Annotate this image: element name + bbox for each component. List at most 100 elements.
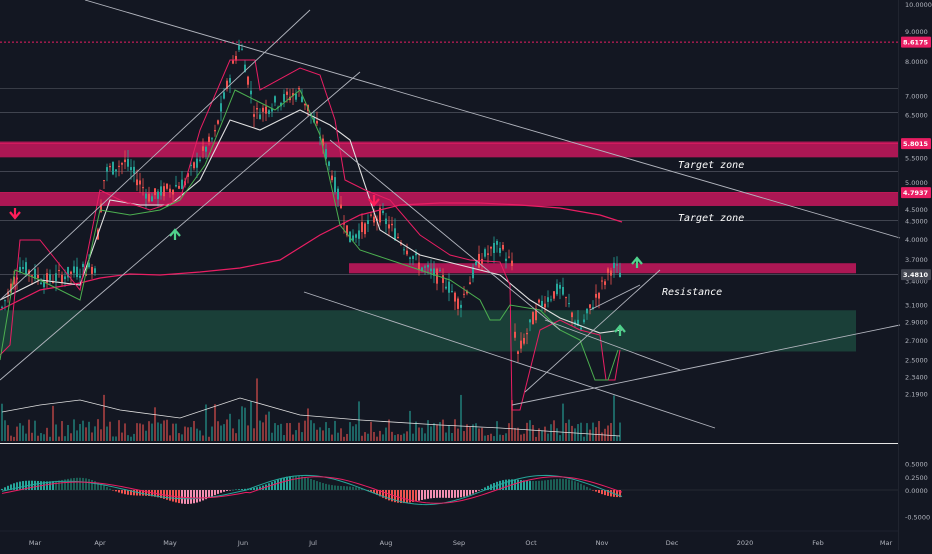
candle	[40, 278, 42, 285]
volume-bar	[496, 421, 498, 441]
candle	[544, 295, 546, 313]
candle-body	[370, 214, 372, 216]
candle	[361, 213, 363, 239]
candle-body	[445, 286, 447, 289]
candle	[130, 159, 132, 180]
candle	[109, 163, 111, 171]
macd-histogram-bar	[589, 488, 591, 490]
macd-histogram-bar	[406, 490, 408, 503]
volume-bar	[562, 403, 564, 441]
down-arrow-icon	[9, 208, 21, 220]
candle	[121, 161, 123, 175]
candle	[562, 277, 564, 296]
time-tick-label: Jun	[237, 539, 248, 547]
volume-bar	[55, 424, 57, 441]
macd-histogram-bar	[370, 490, 372, 492]
macd-histogram-bar	[226, 490, 228, 491]
candle-body	[394, 228, 396, 240]
volume-bar	[466, 424, 468, 441]
candle-body	[265, 106, 267, 114]
volume-bar	[376, 436, 378, 441]
candle	[250, 81, 252, 104]
volume-bar	[271, 432, 273, 441]
volume-bar	[385, 427, 387, 441]
candle	[457, 296, 459, 316]
volume-bar	[217, 421, 219, 441]
volume-bar	[409, 410, 411, 441]
candle	[469, 276, 471, 285]
macd-histogram-bar	[592, 490, 594, 491]
macd-histogram-bar	[604, 490, 606, 496]
candle	[595, 284, 597, 307]
volume-bar	[418, 427, 420, 441]
macd-histogram-bar	[169, 490, 171, 501]
candle-body	[205, 146, 207, 152]
volume-bar	[94, 426, 96, 441]
volume-bar	[460, 394, 462, 441]
candle-body	[571, 312, 573, 318]
volume-bar	[619, 422, 621, 441]
candle	[358, 223, 360, 247]
candle-body	[238, 45, 240, 50]
candle-body	[124, 159, 126, 163]
candle-body	[529, 319, 531, 323]
candle-body	[598, 292, 600, 299]
volume-bar	[406, 431, 408, 441]
macd-histogram-bar	[418, 490, 420, 501]
candle-body	[610, 270, 612, 276]
candle-body	[595, 293, 597, 298]
volume-bar	[382, 434, 384, 441]
candle	[223, 87, 225, 100]
candle-body	[361, 222, 363, 233]
candle	[367, 214, 369, 233]
candle-body	[34, 268, 36, 279]
volume-bar	[364, 432, 366, 441]
macd-histogram-bar	[478, 490, 480, 491]
candle	[352, 229, 354, 242]
candle	[103, 180, 105, 189]
candle	[127, 150, 129, 172]
candle-body	[568, 303, 570, 305]
volume-bar	[586, 423, 588, 441]
candle-body	[316, 120, 318, 124]
candle-body	[403, 249, 405, 251]
candle-body	[91, 267, 93, 274]
macd-histogram-bar	[583, 485, 585, 490]
macd-histogram-bar	[43, 481, 45, 490]
volume-bar	[43, 434, 45, 441]
macd-histogram-bar	[244, 488, 246, 490]
macd-histogram-bar	[106, 487, 108, 490]
volume-bar	[277, 425, 279, 441]
candle	[394, 218, 396, 242]
volume-bar	[76, 430, 78, 441]
volume-bar	[211, 426, 213, 441]
volume-bar	[400, 434, 402, 441]
candle-body	[235, 55, 237, 61]
candle-body	[514, 331, 516, 338]
candle	[619, 262, 621, 278]
macd-tick-label: 0.5000	[905, 461, 928, 469]
macd-histogram-bar	[271, 482, 273, 490]
candle-body	[181, 179, 183, 189]
candle-body	[442, 275, 444, 283]
volume-bar	[589, 429, 591, 441]
time-tick-label: May	[163, 539, 177, 547]
candle-body	[535, 308, 537, 321]
volume-bar	[82, 420, 84, 441]
macd-histogram-bar	[619, 490, 621, 498]
macd-histogram-bar	[571, 480, 573, 490]
candle-body	[250, 90, 252, 95]
candle-body	[31, 275, 33, 277]
candle-body	[301, 96, 303, 103]
time-tick-label: Oct	[525, 539, 537, 547]
trendline	[0, 71, 361, 381]
macd-histogram-bar	[475, 490, 477, 493]
candle-body	[601, 280, 603, 282]
volume-bar	[262, 422, 264, 441]
volume-bar	[220, 425, 222, 441]
candle-body	[103, 180, 105, 182]
candle-body	[292, 93, 294, 96]
price-marker-label: 5.8015	[903, 140, 929, 148]
trendline	[0, 9, 311, 301]
